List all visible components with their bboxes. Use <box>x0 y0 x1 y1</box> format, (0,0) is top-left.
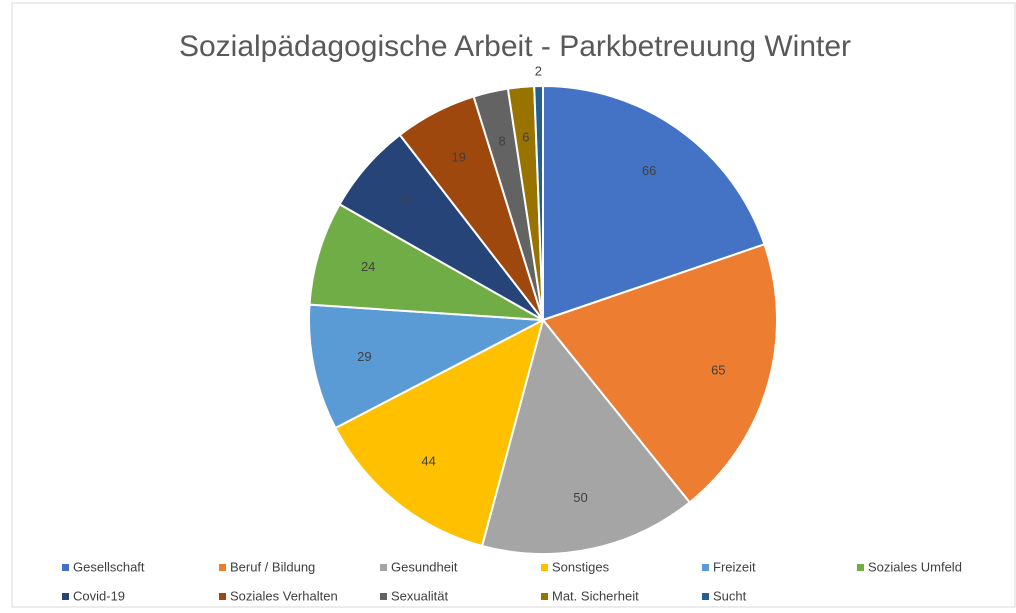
data-label: 66 <box>642 163 656 178</box>
legend-marker <box>219 564 226 571</box>
legend-marker <box>857 564 864 571</box>
data-label: 29 <box>357 349 371 364</box>
data-label: 21 <box>398 192 412 207</box>
data-label: 65 <box>711 362 725 377</box>
legend-marker <box>380 564 387 571</box>
pie-slice <box>334 318 545 548</box>
legend-marker <box>541 593 548 600</box>
legend-marker <box>702 593 709 600</box>
data-label: 19 <box>452 150 466 165</box>
data-label: 44 <box>421 454 435 469</box>
legend-label: Soziales Verhalten <box>230 588 338 603</box>
data-label: 50 <box>573 490 587 505</box>
legend-label: Mat. Sicherheit <box>552 588 639 603</box>
legend-label: Sexualität <box>391 588 448 603</box>
legend-marker <box>62 564 69 571</box>
legend-marker <box>219 593 226 600</box>
data-label: 6 <box>522 130 529 145</box>
legend-marker <box>702 564 709 571</box>
pie-slice <box>541 243 778 504</box>
data-label: 2 <box>535 63 542 78</box>
data-label: 8 <box>499 134 506 149</box>
pie-slice <box>480 317 692 555</box>
legend-label: Gesellschaft <box>73 559 145 574</box>
legend-label: Sonstiges <box>552 559 610 574</box>
legend-label: Soziales Umfeld <box>868 559 962 574</box>
legend-label: Freizeit <box>713 559 756 574</box>
chart-title: Sozialpädagogische Arbeit - Parkbetreuun… <box>179 30 851 63</box>
pie-slice <box>542 84 766 322</box>
legend-marker <box>541 564 548 571</box>
legend-label: Gesundheit <box>391 559 458 574</box>
legend-label: Covid-19 <box>73 588 125 603</box>
data-label: 24 <box>361 259 375 274</box>
legend-label: Beruf / Bildung <box>230 559 315 574</box>
legend-marker <box>62 593 69 600</box>
legend-label: Sucht <box>713 588 747 603</box>
pie-slice <box>533 84 544 321</box>
pie-slice <box>308 303 547 430</box>
pie-slice <box>308 202 544 321</box>
legend-marker <box>380 593 387 600</box>
